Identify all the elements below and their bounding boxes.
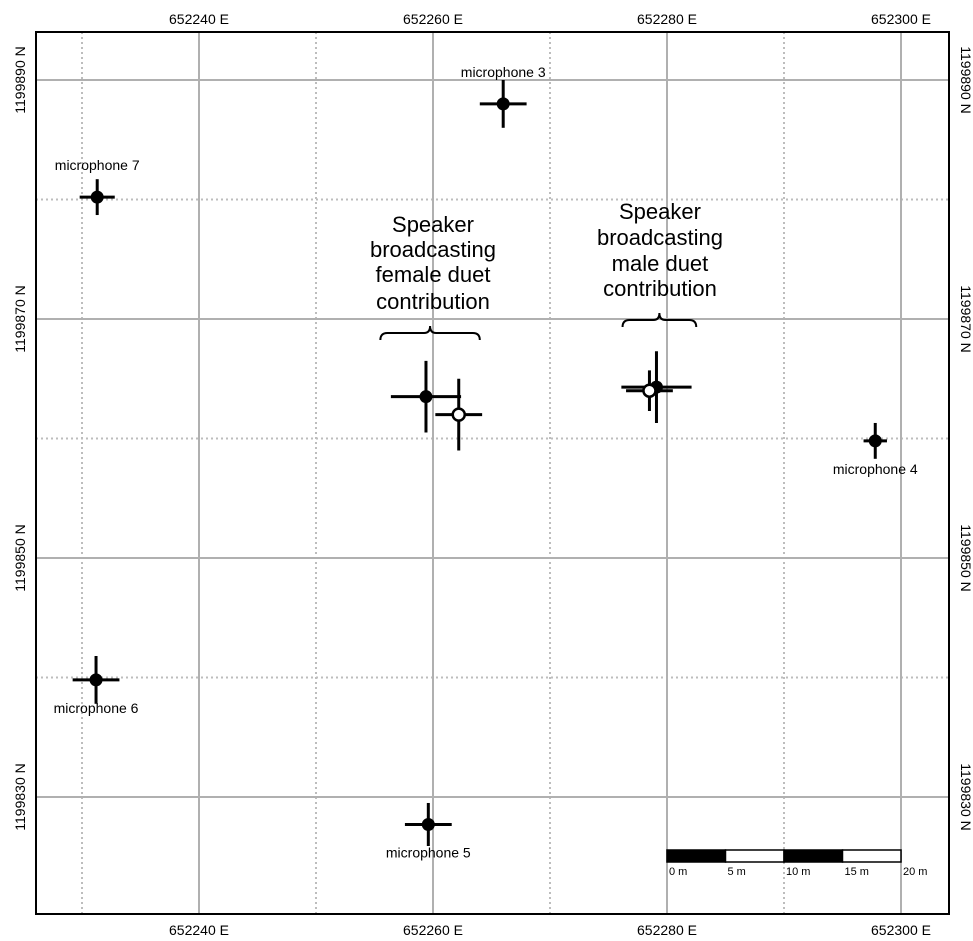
microphone-marker: [90, 190, 104, 204]
right-coordinate-label: 1199890 N: [958, 46, 973, 113]
scale-bar: 0 m 5 m 10 m 15 m 20 m: [666, 849, 927, 878]
bottom-coordinate-label: 652280 E: [637, 922, 697, 938]
speaker-label-line: Speaker: [392, 212, 474, 237]
speaker-label-line: female duet: [376, 262, 491, 287]
speaker-label-line: contribution: [376, 289, 490, 314]
right-coordinate-label: 1199850 N: [958, 524, 973, 591]
top-coordinate-label: 652280 E: [637, 11, 697, 27]
scale-bar-label: 15 m: [845, 866, 869, 878]
microphone-marker: [868, 434, 882, 448]
grid-lines: [36, 32, 949, 914]
curly-brace: [621, 312, 698, 328]
microphone-label: microphone 5: [386, 844, 471, 860]
microphone-label: microphone 4: [833, 461, 918, 477]
microphone-marker: [496, 97, 510, 111]
top-coordinate-label: 652260 E: [403, 11, 463, 27]
speaker-estimate-filled: [419, 390, 433, 404]
right-coordinate-label: 1199830 N: [958, 763, 973, 830]
scale-bar-segment: [666, 849, 727, 863]
microphone-label: microphone 6: [54, 700, 139, 716]
scale-bar-label: 5 m: [728, 866, 746, 878]
curly-brace: [379, 325, 481, 341]
microphone-label: microphone 7: [55, 157, 140, 173]
microphone-marker: [89, 673, 103, 687]
speaker-label-line: broadcasting: [370, 237, 496, 262]
coordinate-labels: 652240 E 652260 E 652280 E 652300 E 652240 E…: [12, 11, 973, 938]
speaker-label-line: Speaker: [619, 199, 701, 224]
speaker-label-line: male duet: [612, 251, 709, 276]
left-coordinate-label: 1199850 N: [12, 524, 28, 591]
scale-bar-label: 0 m: [669, 866, 687, 878]
microphone-label: microphone 3: [461, 64, 546, 80]
speaker-label-line: contribution: [603, 276, 717, 301]
bottom-coordinate-label: 652240 E: [169, 922, 229, 938]
left-coordinate-label: 1199870 N: [12, 285, 28, 352]
top-coordinate-label: 652240 E: [169, 11, 229, 27]
map-frame: [35, 31, 950, 915]
speaker-estimate-open: [642, 383, 657, 398]
scale-bar-segment: [841, 849, 902, 863]
scale-bar-segment: [724, 849, 785, 863]
bottom-coordinate-label: 652300 E: [871, 922, 931, 938]
microphone-marker: [421, 817, 435, 831]
scale-bar-label: 10 m: [786, 866, 810, 878]
left-coordinate-label: 1199890 N: [12, 46, 28, 113]
right-coordinate-label: 1199870 N: [958, 285, 973, 352]
speaker-label-line: broadcasting: [597, 225, 723, 250]
top-coordinate-label: 652300 E: [871, 11, 931, 27]
location-markers: microphone 3 microphone 7 microphone 4 micr…: [54, 64, 918, 861]
bottom-coordinate-label: 652260 E: [403, 922, 463, 938]
scale-bar-label: 20 m: [903, 866, 927, 878]
scale-bar-segment: [783, 849, 844, 863]
left-coordinate-label: 1199830 N: [12, 763, 28, 830]
speaker-estimate-open: [451, 407, 466, 422]
